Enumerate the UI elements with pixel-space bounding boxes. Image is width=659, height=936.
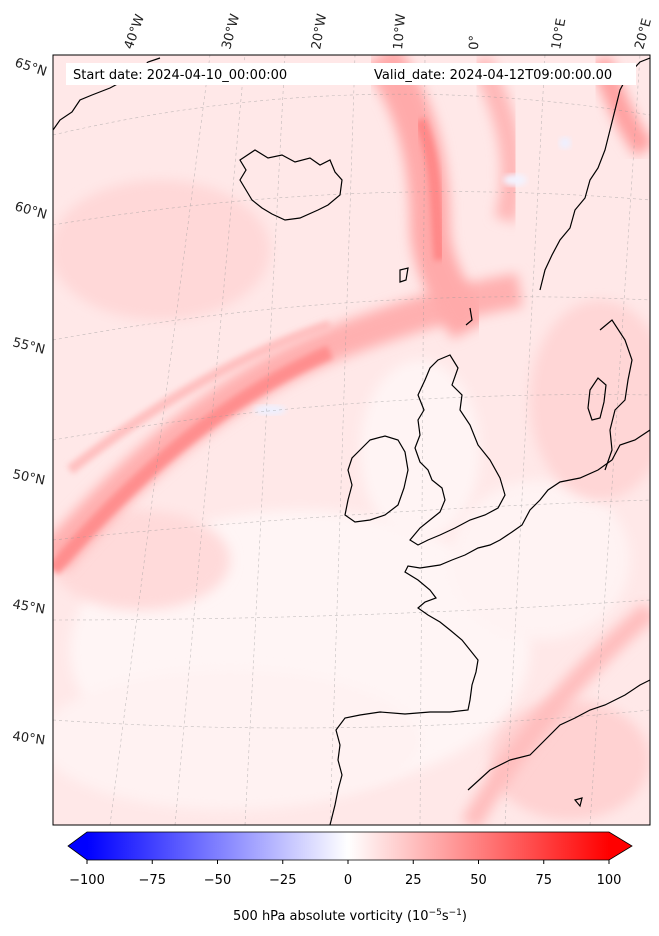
colorbar-tick-label: 50: [470, 873, 487, 888]
colorbar: −100 −75 −50 −25 0 25 50 75 100 500 hPa absolute…: [67, 831, 633, 924]
valid-date-label: Valid_date: 2024-04-12T09:00:00.00: [374, 68, 612, 83]
lon-label-20e: 20°E: [632, 17, 655, 51]
mediterranean-coast: [467, 679, 650, 791]
colorbar-tick-label: 75: [535, 873, 552, 888]
colorbar-high-extend: [609, 832, 632, 860]
colorbar-tick-label: −75: [139, 873, 166, 888]
colorbar-tick-label: 100: [597, 873, 622, 888]
colorbar-tick-label: 0: [344, 873, 352, 888]
map-frame: [52, 54, 651, 826]
lon-label-10w: 10°W: [391, 13, 409, 50]
continent-coast: [329, 429, 650, 825]
faroe-coast: [399, 267, 409, 283]
great-britain-coast: [409, 354, 506, 546]
lon-label-30w: 30°W: [219, 12, 243, 51]
colorbar-tick-label: −25: [269, 873, 296, 888]
header-box: [66, 63, 636, 85]
start-date-label: Start date: 2024-04-10_00:00:00: [73, 68, 287, 83]
lat-label-45n: 45°N: [11, 597, 46, 617]
lon-label-40w: 40°W: [122, 12, 148, 51]
colorbar-gradient: [87, 832, 609, 860]
iceland-coast: [239, 149, 343, 221]
graticule: [53, 55, 650, 825]
colorbar-tick-label: 25: [405, 873, 422, 888]
colorbar-ticks: −100 −75 −50 −25 0 25 50 75 100: [69, 860, 621, 888]
lon-label-10e: 10°E: [549, 17, 569, 50]
latitude-labels: 65°N 60°N 55°N 50°N 45°N 40°N: [11, 56, 49, 749]
lat-label-50n: 50°N: [11, 467, 46, 488]
ireland-coast: [344, 435, 409, 523]
longitude-labels: 40°W 30°W 20°W 10°W 0° 10°E 20°E: [122, 12, 655, 51]
colorbar-low-extend: [68, 832, 87, 860]
corsica-coast: [573, 797, 583, 808]
colorbar-tick-label: −50: [204, 873, 231, 888]
sweden-coast: [599, 319, 633, 471]
lat-label-55n: 55°N: [11, 335, 46, 357]
lat-label-40n: 40°N: [11, 729, 46, 748]
lat-label-60n: 60°N: [13, 199, 49, 222]
lon-label-0: 0°: [467, 35, 483, 50]
lat-label-65n: 65°N: [13, 56, 49, 80]
shetland-coast: [465, 307, 473, 326]
denmark-coast: [587, 377, 607, 421]
colorbar-tick-label: −100: [69, 873, 105, 888]
colorbar-label: 500 hPa absolute vorticity (10−5s−1): [233, 908, 467, 924]
lon-label-20w: 20°W: [309, 13, 330, 51]
vorticity-field: [53, 55, 650, 825]
